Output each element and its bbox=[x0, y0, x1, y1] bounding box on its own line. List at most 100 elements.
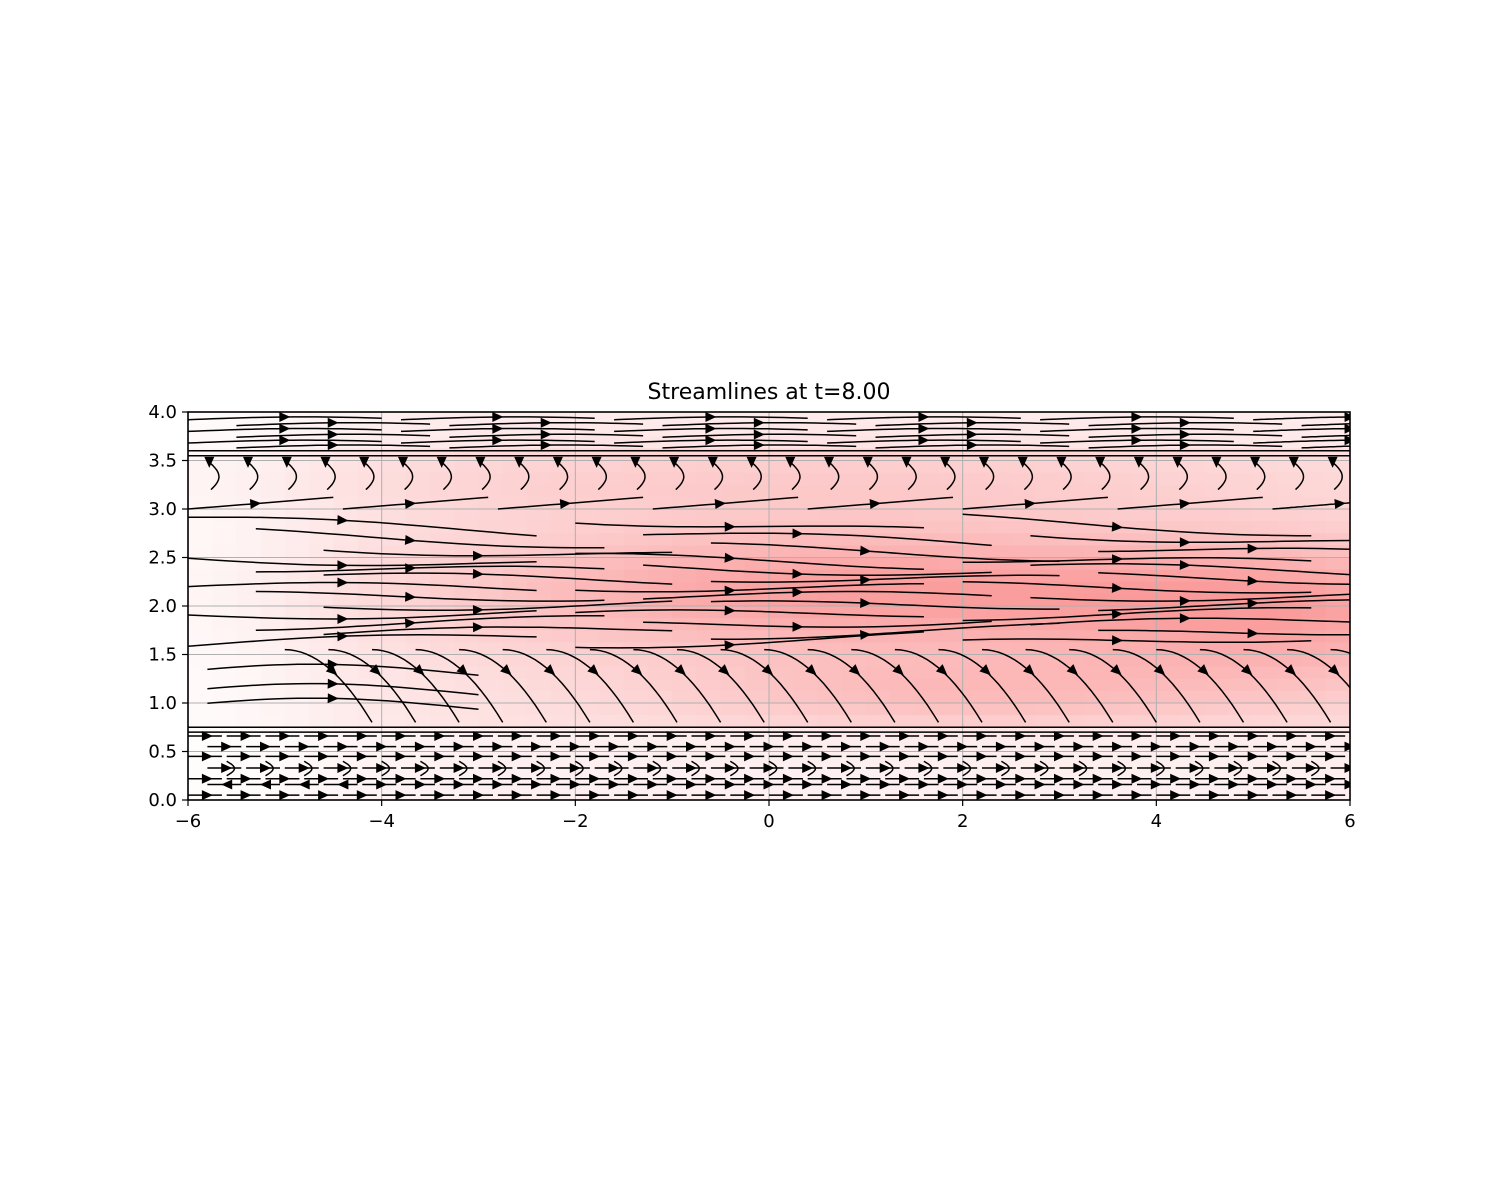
heatmap-cell bbox=[502, 436, 528, 449]
heatmap-cell bbox=[914, 678, 940, 692]
streamline-arrow bbox=[892, 664, 904, 676]
heatmap-cell bbox=[1011, 715, 1036, 728]
streamline-arrow bbox=[792, 568, 804, 579]
streamline bbox=[265, 760, 274, 777]
heatmap-cell bbox=[720, 751, 746, 765]
heatmap-cell bbox=[551, 763, 576, 777]
heatmap-cell bbox=[1204, 581, 1230, 595]
streamline bbox=[1059, 459, 1072, 491]
heatmap-cell bbox=[986, 436, 1012, 449]
heatmap-cell bbox=[212, 533, 238, 546]
heatmap-cell bbox=[526, 484, 552, 498]
heatmap-cell bbox=[890, 593, 915, 607]
streamline-arrow bbox=[240, 773, 252, 784]
streamline-arrow bbox=[1344, 741, 1350, 752]
streamline-arrow bbox=[821, 751, 833, 762]
streamline-arrow bbox=[705, 731, 717, 741]
heatmap-cell bbox=[309, 496, 334, 510]
streamline-arrow bbox=[1095, 456, 1106, 468]
streamline bbox=[323, 572, 673, 585]
x-tick-label: −4 bbox=[368, 811, 395, 832]
heatmap-cell bbox=[188, 666, 213, 680]
heatmap-cell bbox=[1277, 703, 1303, 716]
heatmap-cell bbox=[914, 787, 940, 800]
streamline bbox=[371, 648, 460, 723]
streamline-arrow bbox=[320, 456, 331, 468]
heatmap-cell bbox=[1132, 581, 1157, 595]
heatmap-cell bbox=[212, 593, 238, 607]
heatmap-cell bbox=[381, 727, 407, 740]
heatmap-cell bbox=[890, 678, 915, 692]
heatmap-cell bbox=[1325, 690, 1350, 704]
streamline-arrow bbox=[201, 731, 213, 741]
heatmap-cell bbox=[478, 630, 504, 643]
heatmap-cell bbox=[938, 472, 964, 486]
streamline bbox=[589, 648, 678, 723]
heatmap-cell bbox=[357, 545, 383, 559]
streamline bbox=[458, 760, 468, 777]
heatmap-cell bbox=[551, 533, 576, 546]
heatmap-cell bbox=[1156, 460, 1182, 474]
heatmap-cell bbox=[454, 727, 480, 740]
streamline-arrow bbox=[705, 435, 717, 446]
heatmap-cell bbox=[672, 436, 697, 449]
streamline-arrow bbox=[1179, 499, 1191, 509]
heatmap-cell bbox=[381, 509, 407, 522]
heatmap-cell bbox=[405, 703, 431, 716]
heatmap-cell bbox=[962, 484, 988, 498]
streamline-arrow bbox=[995, 741, 1007, 752]
heatmap-cell bbox=[672, 642, 697, 656]
heatmap-cell bbox=[454, 581, 480, 595]
heatmap-cell bbox=[914, 460, 940, 474]
streamline bbox=[1069, 648, 1157, 723]
heatmap-cell bbox=[284, 727, 310, 740]
heatmap-cell bbox=[1204, 484, 1230, 498]
heatmap-cell bbox=[865, 533, 891, 546]
heatmap-cell bbox=[284, 509, 310, 522]
heatmap-cell bbox=[1035, 654, 1061, 668]
heatmap-cell bbox=[599, 460, 625, 474]
streamline-arrow bbox=[492, 412, 504, 422]
heatmap-cell bbox=[454, 739, 480, 753]
streamline-arrow bbox=[453, 741, 465, 752]
heatmap-cell bbox=[672, 606, 697, 619]
heatmap-cell bbox=[454, 703, 480, 716]
streamline-arrow bbox=[744, 731, 756, 741]
heatmap-cell bbox=[672, 690, 697, 704]
streamline-arrow bbox=[1015, 751, 1027, 762]
heatmap-cell bbox=[478, 472, 504, 486]
streamline-arrow bbox=[792, 587, 804, 598]
streamline-arrow bbox=[860, 545, 872, 556]
heatmap-cell bbox=[599, 557, 625, 571]
streamline-arrow bbox=[1267, 763, 1278, 773]
streamline-arrow bbox=[782, 773, 794, 784]
streamline bbox=[1233, 760, 1243, 777]
heatmap-cell bbox=[914, 448, 940, 462]
heatmap-cell bbox=[381, 545, 407, 559]
heatmap-cell bbox=[454, 521, 480, 534]
streamline bbox=[342, 760, 352, 777]
heatmap-cell bbox=[502, 412, 528, 425]
heatmap-cell bbox=[914, 727, 940, 740]
heatmap-cell bbox=[1035, 642, 1061, 656]
heatmap-cell bbox=[1059, 630, 1085, 643]
heatmap-cell bbox=[1301, 472, 1327, 486]
streamline-arrow bbox=[327, 678, 339, 689]
heatmap-cell bbox=[817, 521, 843, 534]
heatmap-cell bbox=[938, 678, 964, 692]
heatmap-cell bbox=[1132, 545, 1157, 559]
heatmap-cell bbox=[454, 545, 480, 559]
heatmap-cell bbox=[986, 509, 1012, 522]
streamline-arrow bbox=[356, 751, 368, 762]
heatmap-cell bbox=[890, 739, 915, 753]
streamline bbox=[826, 459, 840, 491]
heatmap-cell bbox=[817, 472, 843, 486]
heatmap-cell bbox=[1107, 727, 1133, 740]
heatmap-cell bbox=[502, 763, 528, 777]
heatmap-cell bbox=[1228, 412, 1254, 425]
heatmap-cell bbox=[599, 484, 625, 498]
heatmap-cell bbox=[938, 436, 964, 449]
heatmap-cell bbox=[817, 739, 843, 753]
heatmap-cell bbox=[405, 787, 431, 800]
